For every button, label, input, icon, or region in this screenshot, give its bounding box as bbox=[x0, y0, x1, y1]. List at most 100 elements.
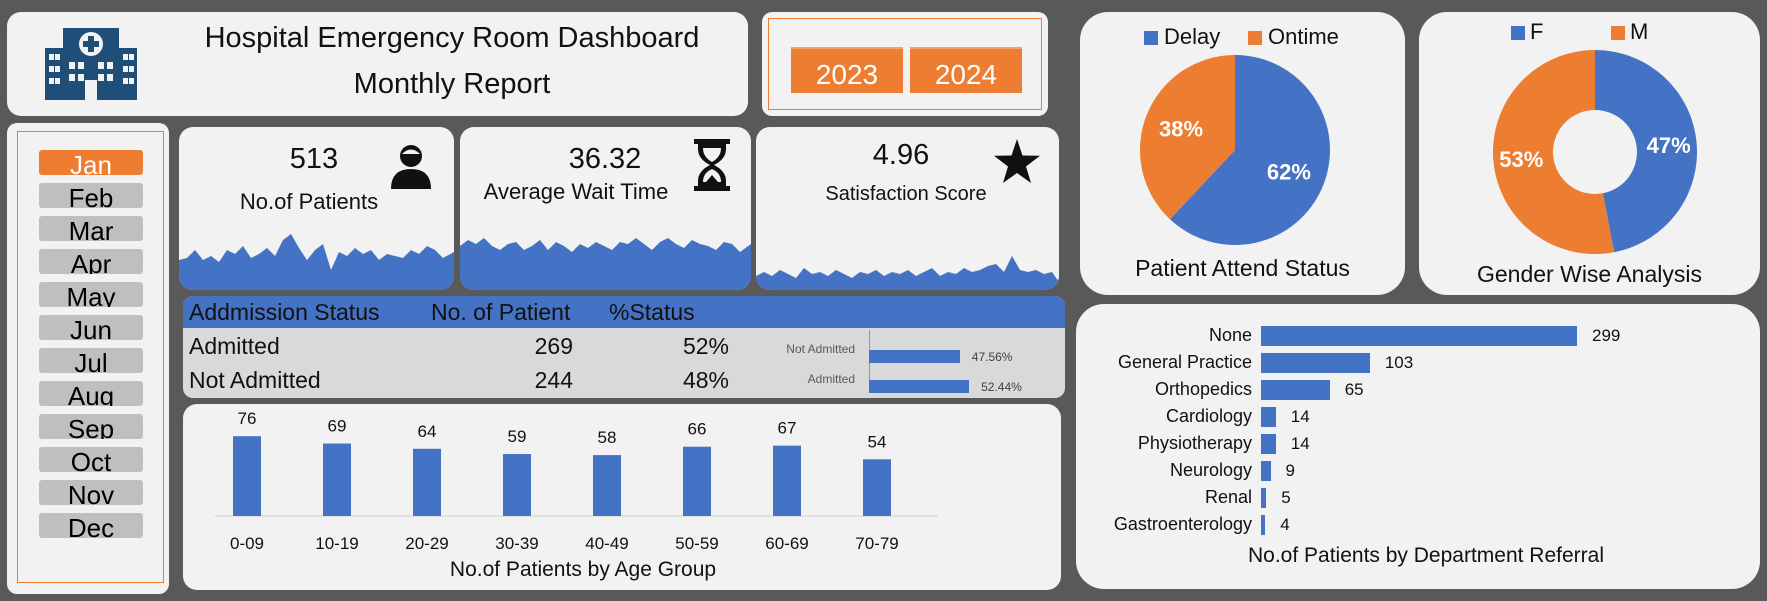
age-tick-label: 0-09 bbox=[230, 534, 264, 553]
star-icon bbox=[994, 139, 1040, 183]
month-button-feb[interactable]: Feb bbox=[39, 183, 143, 208]
kpi-patients-value: 513 bbox=[289, 143, 339, 175]
age-bar bbox=[773, 445, 801, 516]
kpi-satisfaction-card: 4.96 Satisfaction Score bbox=[756, 127, 1059, 290]
month-button-may[interactable]: May bbox=[39, 282, 143, 307]
age-tick-label: 40-49 bbox=[585, 534, 628, 553]
age-bar bbox=[593, 455, 621, 516]
legend-swatch-delay bbox=[1144, 31, 1158, 45]
age-bar bbox=[503, 454, 531, 516]
gender-slice-label: 47% bbox=[1647, 133, 1691, 158]
kpi-wait-time-label: Average Wait Time bbox=[483, 179, 669, 204]
month-button-jan[interactable]: Jan bbox=[39, 150, 143, 175]
person-icon bbox=[391, 145, 431, 189]
gender-analysis-chart: F M 47% 53% Gender Wise Analysis bbox=[1419, 12, 1760, 295]
department-value: 103 bbox=[1384, 353, 1414, 372]
age-tick-label: 50-59 bbox=[675, 534, 718, 553]
department-value: 14 bbox=[1290, 434, 1310, 453]
attend-chart-title: Patient Attend Status bbox=[1135, 255, 1350, 281]
age-bar-value: 76 bbox=[238, 409, 257, 428]
admission-row-count: 244 bbox=[534, 367, 573, 393]
department-bar bbox=[1261, 488, 1267, 508]
month-button-nov[interactable]: Nov bbox=[39, 480, 143, 505]
mini-bar bbox=[869, 380, 970, 393]
age-bar-value: 54 bbox=[868, 432, 887, 451]
mini-bar-value: 47.56% bbox=[971, 350, 1013, 364]
hospital-icon bbox=[45, 28, 137, 100]
department-referral-chart: None 299 General Practice 103 Orthopedics 65 C… bbox=[1076, 304, 1760, 589]
age-bar bbox=[323, 443, 351, 516]
kpi-patients-label: No.of Patients bbox=[239, 189, 379, 214]
department-bar bbox=[1261, 353, 1370, 373]
admission-row-count: 269 bbox=[534, 333, 573, 359]
admission-status-table: Addmission Status No. of Patient %Status… bbox=[183, 296, 1065, 398]
gender-slice-f bbox=[1595, 50, 1697, 253]
department-label: Renal bbox=[1204, 487, 1252, 507]
age-tick-label: 10-19 bbox=[315, 534, 358, 553]
legend-label-m: M bbox=[1630, 19, 1649, 44]
kpi-patients-sparkline bbox=[179, 234, 454, 290]
department-label: Neurology bbox=[1169, 460, 1252, 480]
month-button-apr[interactable]: Apr bbox=[39, 249, 143, 274]
month-button-sep[interactable]: Sep bbox=[39, 414, 143, 439]
department-value: 299 bbox=[1592, 326, 1621, 345]
month-button-jun[interactable]: Jun bbox=[39, 315, 143, 340]
age-bar bbox=[683, 446, 711, 516]
age-bar-value: 59 bbox=[508, 427, 527, 446]
legend-swatch-m bbox=[1611, 26, 1625, 40]
department-label: None bbox=[1208, 325, 1252, 345]
age-tick-label: 70-79 bbox=[855, 534, 898, 553]
admission-table-header: Addmission Status No. of Patient %Status bbox=[183, 296, 1065, 328]
month-slicer: Jan Feb Mar Apr May Jun Jul Aug Sep Oct Nov Dec bbox=[7, 123, 169, 594]
attend-pie-plot: 62% 38% bbox=[1140, 55, 1330, 245]
age-bar-value: 58 bbox=[598, 428, 617, 447]
hourglass-icon bbox=[694, 139, 730, 191]
admission-row-pct: 48% bbox=[682, 367, 729, 393]
attend-slice-label: 62% bbox=[1267, 159, 1311, 184]
month-button-jul[interactable]: Jul bbox=[39, 348, 143, 373]
age-bar bbox=[413, 448, 441, 516]
kpi-wait-time-card: 36.32 Average Wait Time bbox=[460, 127, 751, 290]
month-button-oct[interactable]: Oct bbox=[39, 447, 143, 472]
admission-header-status: Addmission Status bbox=[189, 299, 380, 325]
admission-header-count: No. of Patient bbox=[431, 299, 571, 325]
attend-slice-delay bbox=[1169, 55, 1330, 245]
mini-bar-value: 52.44% bbox=[981, 380, 1022, 394]
department-bar bbox=[1261, 434, 1276, 454]
department-chart-title: No.of Patients by Department Referral bbox=[1248, 544, 1604, 567]
department-label: Gastroenterology bbox=[1113, 514, 1252, 534]
month-slicer-frame bbox=[17, 131, 164, 583]
legend-swatch-f bbox=[1511, 26, 1525, 40]
age-bar bbox=[863, 459, 891, 516]
department-bar bbox=[1261, 326, 1577, 346]
department-value: 9 bbox=[1285, 461, 1295, 480]
month-button-dec[interactable]: Dec bbox=[39, 513, 143, 538]
gender-slice-label: 53% bbox=[1499, 147, 1543, 172]
department-bar bbox=[1261, 461, 1271, 481]
month-button-aug[interactable]: Aug bbox=[39, 381, 143, 406]
month-button-mar[interactable]: Mar bbox=[39, 216, 143, 241]
year-button-2024[interactable]: 2024 bbox=[910, 47, 1022, 93]
age-bar-value: 66 bbox=[688, 420, 707, 439]
department-bar bbox=[1261, 515, 1266, 535]
admission-row-status: Admitted bbox=[189, 333, 280, 359]
department-label: Physiotherapy bbox=[1137, 433, 1252, 453]
year-button-2023[interactable]: 2023 bbox=[791, 47, 903, 93]
age-bar bbox=[233, 436, 261, 516]
age-bar-value: 67 bbox=[778, 419, 797, 438]
age-bar-value: 64 bbox=[418, 422, 437, 441]
year-slicer-frame: 2023 2024 bbox=[768, 18, 1042, 110]
mini-bar bbox=[869, 350, 960, 363]
gender-slice-m bbox=[1493, 50, 1615, 254]
age-group-chart-plot: 76 0-09 69 10-19 64 20-29 59 30-39 58 40-49 66 50-5… bbox=[215, 409, 938, 553]
age-group-chart: 76 0-09 69 10-19 64 20-29 59 30-39 58 40-49 66 50-5… bbox=[183, 404, 1061, 590]
legend-swatch-ontime bbox=[1248, 31, 1262, 45]
legend-label-ontime: Ontime bbox=[1268, 24, 1339, 49]
department-bar bbox=[1261, 380, 1330, 400]
department-label: Orthopedics bbox=[1154, 379, 1252, 399]
year-slicer: 2023 2024 bbox=[762, 12, 1048, 116]
admission-row-status: Not Admitted bbox=[189, 367, 321, 393]
age-group-chart-title: No.of Patients by Age Group bbox=[449, 558, 717, 581]
patient-attend-status-chart: Delay Ontime 62% 38% Patient Attend Statu… bbox=[1080, 12, 1405, 295]
kpi-patients-card: 513 No.of Patients bbox=[179, 127, 454, 290]
